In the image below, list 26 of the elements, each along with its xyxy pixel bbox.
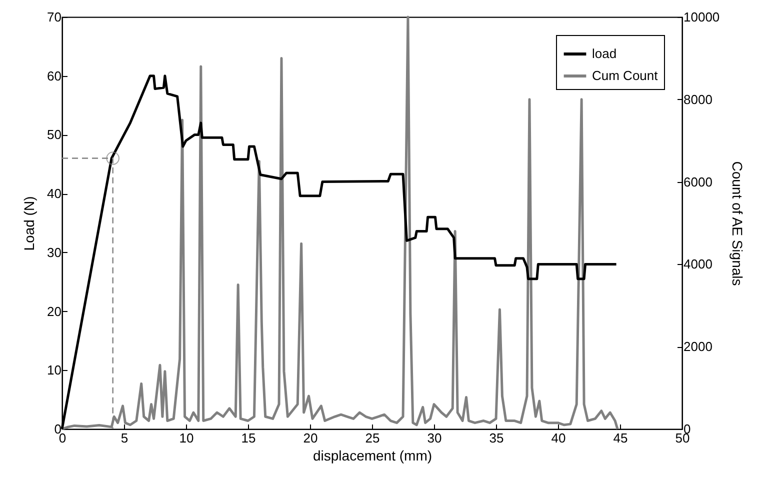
y-tick-label: 30 [47,244,62,260]
y-tick-label: 40 [47,186,62,202]
legend-label: load [592,46,617,61]
x-tick-label: 25 [365,430,380,446]
y2-tick-label: 8000 [684,92,712,107]
legend-label: Cum Count [592,68,658,83]
x-tick-label: 10 [179,430,194,446]
x-tick-label: 40 [551,430,566,446]
x-tick-label: 5 [120,430,128,446]
x-tick-label: 45 [613,430,628,446]
y-tick-label: 10 [47,362,62,378]
x-tick-label: 20 [303,430,318,446]
x-tick-label: 15 [241,430,256,446]
y-tick-label: 60 [47,68,62,84]
y2-tick-label: 4000 [684,256,712,272]
y2-tick-label: 6000 [684,174,712,190]
y2-tick-label: 10000 [684,10,720,24]
x-axis-title: displacement (mm) [312,448,432,464]
x-tick-label: 30 [427,430,442,446]
x-tick-label: 35 [489,430,504,446]
y-tick-label: 50 [47,127,62,142]
y2-axis-title: Count of AE Signals [730,161,746,286]
y-tick-label: 20 [47,304,62,319]
y-tick-label: 70 [47,10,62,24]
y-axis-title: Load (N) [21,196,38,251]
y2-tick-label: 2000 [684,339,712,354]
